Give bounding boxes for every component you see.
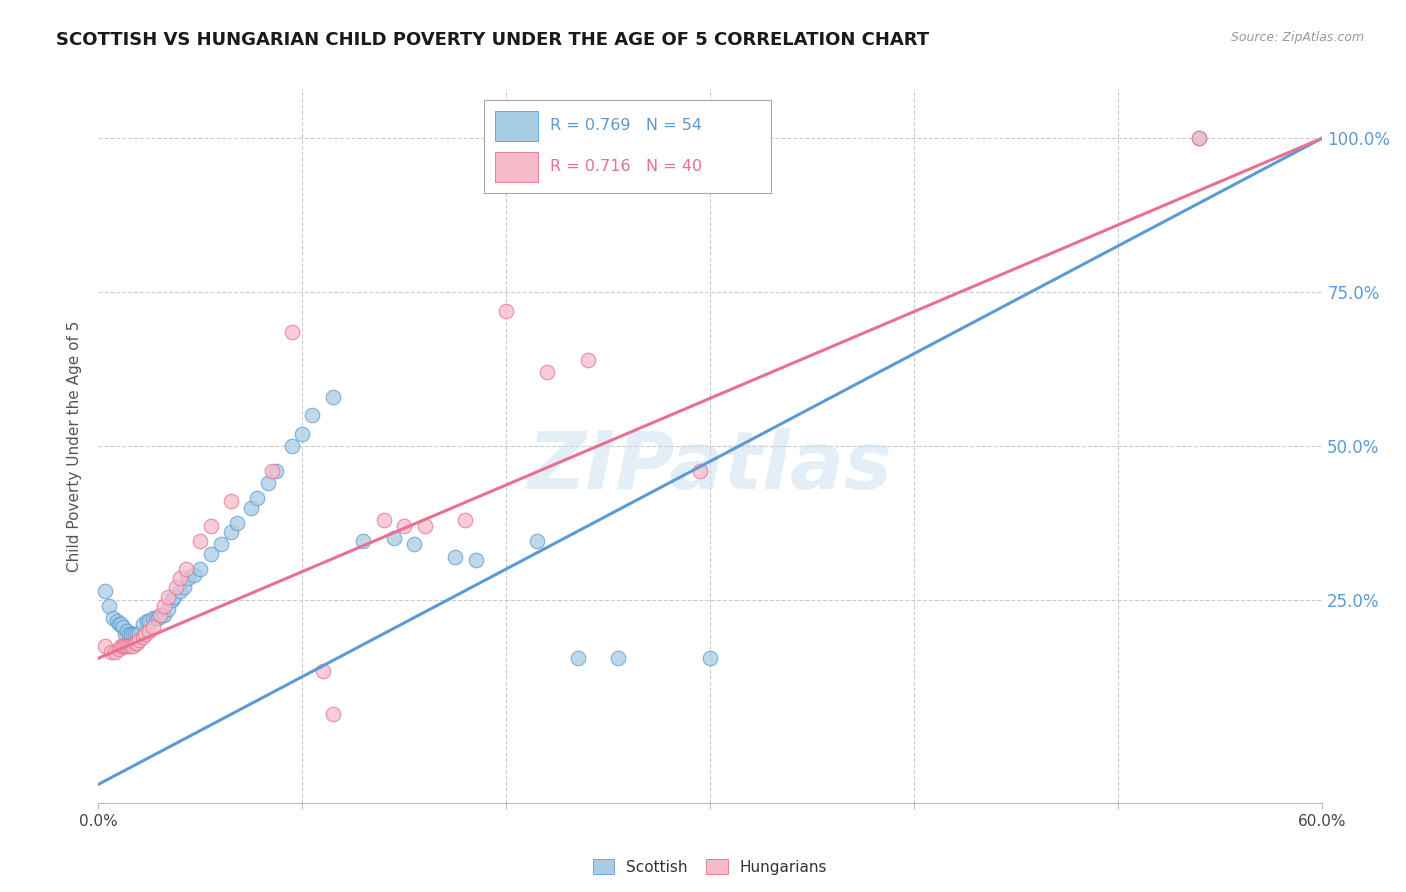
Point	[115, 624, 138, 638]
Point	[146, 611, 169, 625]
Point	[124, 636, 146, 650]
Point	[281, 439, 304, 453]
Point	[142, 611, 165, 625]
Point	[156, 590, 179, 604]
Point	[264, 464, 287, 478]
Point	[124, 626, 146, 640]
Point	[134, 626, 156, 640]
Point	[128, 626, 150, 640]
Point	[413, 519, 436, 533]
Point	[104, 645, 127, 659]
Point	[219, 525, 242, 540]
Point	[114, 639, 136, 653]
Point	[188, 534, 212, 549]
Point	[142, 620, 165, 634]
Point	[160, 592, 183, 607]
Text: SCOTTISH VS HUNGARIAN CHILD POVERTY UNDER THE AGE OF 5 CORRELATION CHART: SCOTTISH VS HUNGARIAN CHILD POVERTY UNDE…	[56, 31, 929, 49]
Point	[120, 639, 142, 653]
Text: Source: ZipAtlas.com: Source: ZipAtlas.com	[1230, 31, 1364, 45]
Point	[108, 617, 131, 632]
Point	[188, 562, 212, 576]
Point	[209, 537, 232, 551]
Point	[689, 464, 711, 478]
Point	[110, 617, 132, 632]
Point	[322, 706, 344, 721]
Text: ZIPatlas: ZIPatlas	[527, 428, 893, 507]
Point	[322, 390, 344, 404]
Point	[132, 630, 155, 644]
Point	[118, 639, 141, 653]
Point	[105, 615, 128, 629]
Point	[145, 611, 167, 625]
Point	[183, 568, 205, 582]
Point	[138, 615, 160, 629]
Point	[115, 639, 138, 653]
Point	[169, 583, 191, 598]
Point	[536, 365, 558, 379]
Point	[291, 426, 314, 441]
Point	[150, 608, 173, 623]
Point	[149, 608, 172, 623]
Point	[301, 409, 323, 423]
Point	[240, 500, 263, 515]
Point	[1188, 131, 1211, 145]
Point	[567, 651, 589, 665]
Point	[120, 626, 142, 640]
Point	[132, 617, 155, 632]
Point	[128, 632, 150, 647]
Point	[138, 624, 160, 638]
Point	[165, 581, 187, 595]
Point	[404, 537, 426, 551]
Point	[464, 553, 486, 567]
Point	[136, 615, 159, 629]
Point	[152, 599, 174, 613]
Point	[163, 590, 186, 604]
Point	[111, 639, 134, 653]
Point	[169, 571, 191, 585]
Point	[392, 519, 416, 533]
Point	[93, 583, 115, 598]
Point	[177, 571, 200, 585]
Point	[226, 516, 249, 530]
Point	[127, 626, 149, 640]
Point	[173, 581, 195, 595]
Point	[576, 352, 599, 367]
Point	[100, 645, 122, 659]
Point	[101, 611, 124, 625]
Point	[1188, 131, 1211, 145]
Point	[382, 531, 405, 545]
Y-axis label: Child Poverty Under the Age of 5: Child Poverty Under the Age of 5	[67, 320, 83, 572]
Point	[373, 513, 395, 527]
Point	[312, 664, 335, 678]
Point	[122, 626, 145, 640]
Point	[152, 608, 174, 623]
Point	[256, 475, 278, 490]
Point	[454, 513, 477, 527]
Point	[495, 303, 517, 318]
Point	[108, 642, 131, 657]
Point	[174, 562, 197, 576]
Point	[281, 325, 304, 339]
Point	[526, 534, 548, 549]
Point	[110, 639, 132, 653]
Point	[699, 651, 721, 665]
Point	[111, 620, 134, 634]
Point	[246, 491, 269, 506]
Point	[114, 626, 136, 640]
Point	[97, 599, 120, 613]
Point	[200, 519, 222, 533]
Point	[260, 464, 283, 478]
Point	[156, 602, 179, 616]
Point	[93, 639, 115, 653]
Point	[200, 547, 222, 561]
Legend: Scottish, Hungarians: Scottish, Hungarians	[586, 853, 834, 880]
Point	[127, 636, 149, 650]
Point	[444, 549, 467, 564]
Point	[607, 651, 630, 665]
Point	[118, 626, 141, 640]
Point	[219, 494, 242, 508]
Point	[352, 534, 374, 549]
Point	[122, 639, 145, 653]
